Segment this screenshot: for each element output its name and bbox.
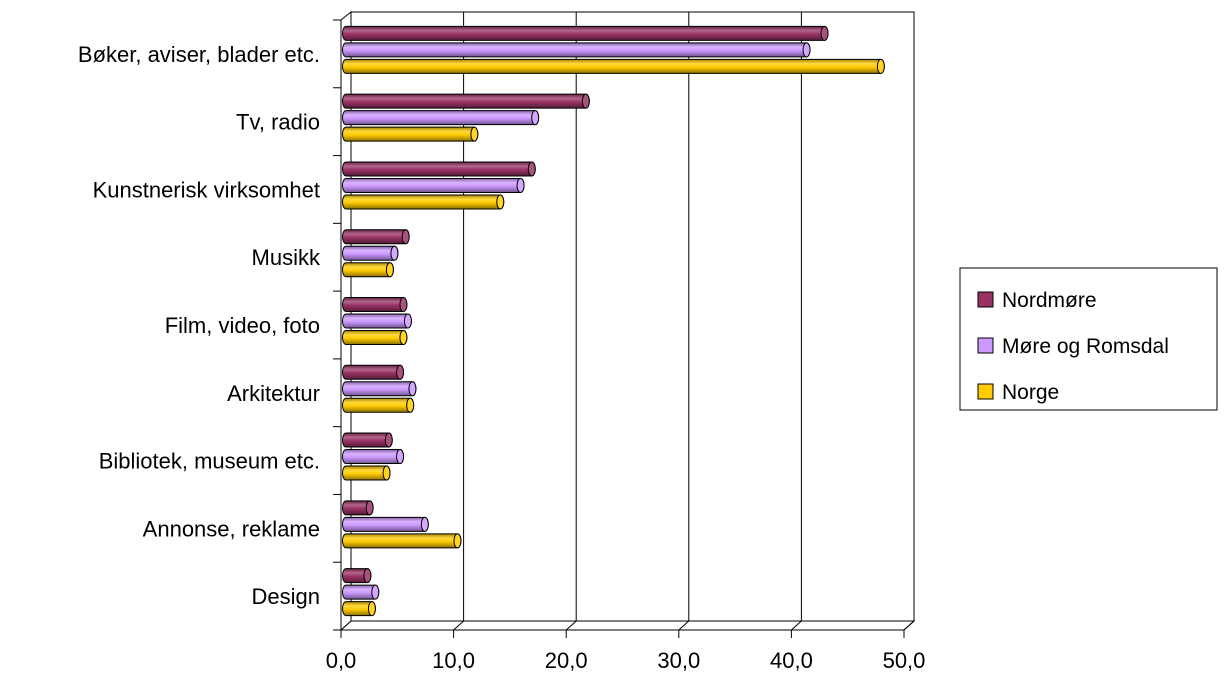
bar-cap <box>390 245 399 261</box>
floor-gridline <box>791 620 802 631</box>
bar-cap <box>406 397 415 413</box>
bar-cap <box>384 432 393 448</box>
bar-2 <box>342 449 405 465</box>
bar-cap <box>371 584 380 600</box>
bar-cap <box>516 177 525 193</box>
bar-2 <box>342 177 525 193</box>
x-tick-label: 10,0 <box>432 648 475 673</box>
legend-label: Møre og Romsdal <box>1002 335 1169 358</box>
bar-cap <box>399 297 408 312</box>
bar-cap <box>876 58 885 74</box>
legend-label: Nordmøre <box>1002 289 1097 312</box>
bar-3 <box>342 330 408 345</box>
bar-3 <box>342 262 394 278</box>
bar-cap <box>367 601 376 617</box>
category-label: Film, video, foto <box>165 313 320 338</box>
bar-cap <box>382 465 391 481</box>
bar-cap <box>401 229 410 245</box>
bar-cap <box>403 313 412 329</box>
legend-swatch <box>977 383 994 400</box>
bar-cap <box>408 381 417 397</box>
plot-floor <box>339 620 916 631</box>
bar-cap <box>496 194 505 210</box>
bar-1 <box>342 297 408 312</box>
bar-3 <box>342 194 505 210</box>
bar-2 <box>342 42 811 58</box>
floor-gridline <box>453 620 464 631</box>
category-label: Bøker, aviser, blader etc. <box>78 42 320 67</box>
bar-1 <box>342 161 536 177</box>
bar-cap <box>385 262 394 278</box>
category-label: Annonse, reklame <box>143 516 320 541</box>
bar-1 <box>342 25 829 41</box>
x-tick-label: 40,0 <box>770 648 813 673</box>
bar-cap <box>527 161 536 177</box>
legend-box <box>959 267 1218 411</box>
bar-cap <box>453 533 462 549</box>
legend-label: Norge <box>1002 381 1059 404</box>
bar-cap <box>365 500 374 516</box>
bar-cap <box>820 25 829 41</box>
bar-3 <box>342 533 462 549</box>
bar-1 <box>342 364 405 380</box>
bar-1 <box>342 93 590 109</box>
floor-gridline <box>903 620 915 631</box>
x-tick-label: 0,0 <box>326 648 357 673</box>
bar-2 <box>342 381 417 397</box>
x-tick-label: 20,0 <box>545 648 588 673</box>
bar-2 <box>342 516 429 532</box>
bar-cap <box>470 126 479 142</box>
x-tick-label: 30,0 <box>657 648 700 673</box>
category-label: Kunstnerisk virksomhet <box>93 177 320 202</box>
bar-cap <box>396 364 405 380</box>
bar-cap <box>399 330 408 345</box>
bar-cap <box>363 568 372 584</box>
bar-3 <box>342 58 885 74</box>
bar-cap <box>420 516 429 532</box>
bar-cap <box>802 42 811 58</box>
bar-cap <box>396 449 405 465</box>
category-label: Bibliotek, museum etc. <box>99 449 320 474</box>
bar-1 <box>342 229 410 245</box>
legend-swatch <box>977 291 994 308</box>
category-label: Tv, radio <box>236 110 320 135</box>
bar-2 <box>342 313 412 329</box>
bar-2 <box>342 245 399 261</box>
bar-2 <box>342 110 540 126</box>
bar-cap <box>531 110 540 126</box>
bar-3 <box>342 126 479 142</box>
x-tick-label: 50,0 <box>883 648 926 673</box>
floor-gridline <box>678 620 690 631</box>
legend-swatch <box>977 337 994 354</box>
category-label: Arkitektur <box>227 381 320 406</box>
category-label: Design <box>252 584 320 609</box>
category-label: Musikk <box>252 245 321 270</box>
bar-3 <box>342 397 415 413</box>
floor-gridline <box>565 620 577 631</box>
bar-cap <box>581 93 590 109</box>
